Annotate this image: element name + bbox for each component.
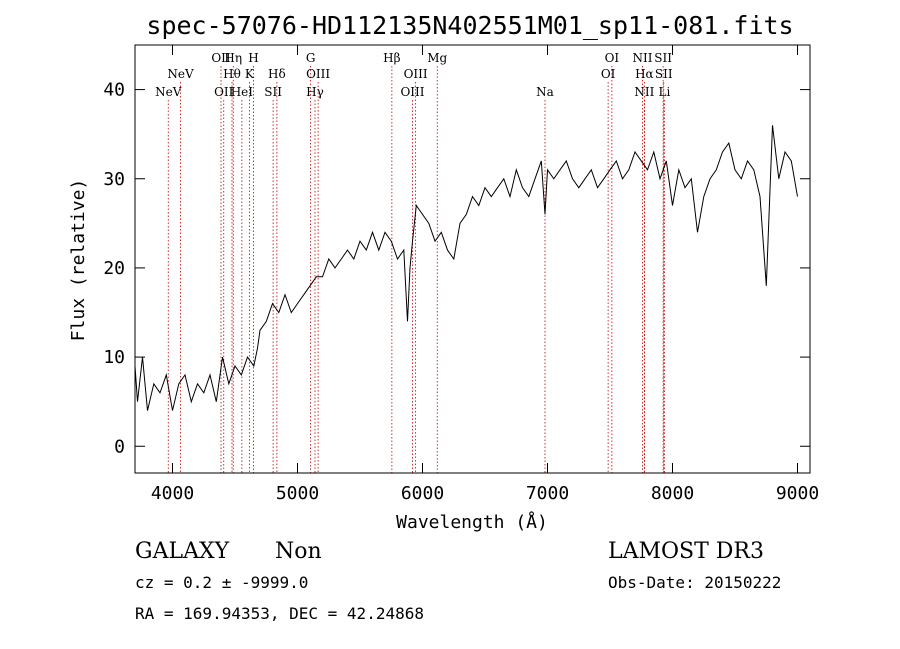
emission-line-label: OII (214, 85, 234, 99)
emission-line-label: Na (536, 85, 554, 99)
chart-title: spec-57076-HD112135N402551M01_sp11-081.f… (146, 11, 793, 40)
x-tick-label: 6000 (401, 483, 444, 504)
emission-line-label: Hγ (306, 85, 324, 99)
y-axis-ticks: 0 10 20 30 40 (103, 80, 810, 457)
emission-line-label: OIII (306, 67, 330, 81)
x-tick-label: 9000 (776, 483, 819, 504)
emission-line-label: Hδ (268, 67, 286, 81)
emission-line-label: Hβ (383, 51, 400, 65)
spectrum-line (134, 125, 798, 411)
emission-line-label: Li (658, 85, 670, 99)
emission-line-markers (167, 66, 665, 473)
emission-line-label: HeI (231, 85, 254, 99)
emission-line-label: OIII (400, 85, 424, 99)
emission-line-label: NeV (155, 85, 182, 99)
plot-frame (134, 44, 811, 474)
obsdate-text: Obs-Date: 20150222 (608, 573, 781, 592)
x-axis-label: Wavelength (Å) (396, 511, 548, 533)
subclass-label: Non (275, 539, 322, 564)
emission-line-label: NII (634, 85, 654, 99)
y-tick-label: 10 (103, 347, 125, 368)
y-tick-label: 30 (103, 169, 125, 190)
y-tick-label: 40 (103, 80, 125, 101)
emission-line-label: NeV (167, 67, 194, 81)
emission-line-label: H (248, 51, 258, 65)
emission-line-label: OII (211, 51, 231, 65)
cz-text: cz = 0.2 ± -9999.0 (135, 573, 308, 592)
emission-line-label: SII (264, 85, 282, 99)
emission-line-label: G (306, 51, 316, 65)
emission-line-label: OIII (404, 67, 428, 81)
x-axis-ticks: 4000 5000 6000 7000 8000 9000 (151, 45, 819, 504)
emission-line-label: OI (605, 51, 620, 65)
class-label: GALAXY (135, 539, 230, 564)
emission-line-label: Hθ (223, 67, 241, 81)
emission-line-label: Hη (224, 51, 242, 65)
emission-line-label: Mg (427, 51, 447, 65)
emission-line-label: OI (601, 67, 616, 81)
y-tick-label: 0 (114, 436, 125, 457)
x-tick-label: 4000 (151, 483, 194, 504)
y-tick-label: 20 (103, 258, 125, 279)
emission-line-label: SII (655, 67, 673, 81)
x-tick-label: 7000 (526, 483, 569, 504)
survey-text: LAMOST DR3 (608, 539, 764, 564)
y-axis-label: Flux (relative) (68, 179, 89, 342)
x-tick-label: 8000 (651, 483, 694, 504)
x-tick-label: 5000 (276, 483, 319, 504)
emission-line-label: SII (654, 51, 672, 65)
emission-line-label: NII (633, 51, 653, 65)
emission-line-label: K (245, 67, 255, 81)
radec-text: RA = 169.94353, DEC = 42.24868 (135, 604, 424, 623)
emission-line-label: Hα (635, 67, 654, 81)
